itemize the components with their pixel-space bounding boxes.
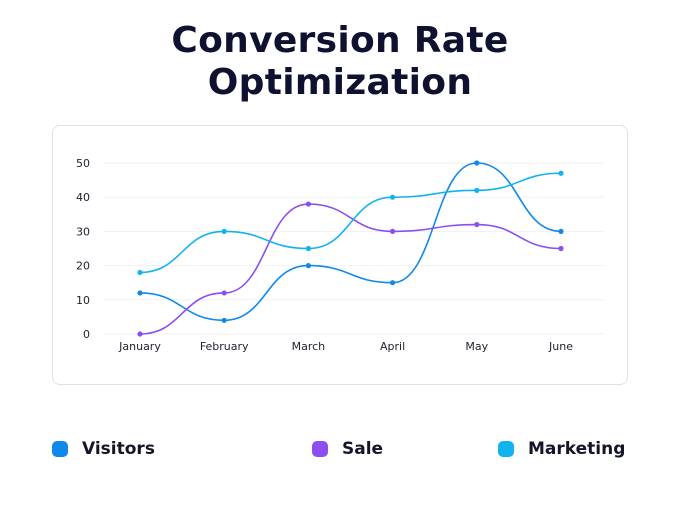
data-point-visitors — [305, 263, 311, 269]
x-tick-label: February — [200, 340, 249, 353]
data-point-sale — [305, 201, 311, 207]
series-line-marketing — [139, 172, 562, 274]
data-point-sale — [474, 221, 480, 228]
series-line-sale — [139, 203, 562, 335]
y-axis-ticks: 0 10 20 30 40 50 — [76, 157, 90, 341]
chart-title: Conversion Rate Optimization — [0, 20, 680, 104]
data-point-sale — [558, 245, 564, 252]
chart-title-line-2: Optimization — [207, 62, 473, 103]
data-point-visitors — [474, 160, 480, 166]
series-lines — [139, 162, 562, 335]
grid-lines — [104, 162, 604, 335]
x-tick-label: June — [548, 340, 573, 353]
chart-card — [52, 125, 628, 385]
y-tick-label: 50 — [76, 157, 90, 170]
data-point-sale — [137, 331, 143, 337]
data-point-visitors — [221, 317, 227, 323]
legend-swatch-marketing — [498, 441, 514, 457]
data-point-sale — [390, 228, 396, 234]
legend-item-visitors[interactable]: Visitors — [52, 436, 155, 462]
legend-swatch-sale — [312, 441, 328, 457]
data-point-visitors — [558, 228, 564, 234]
y-tick-label: 40 — [76, 191, 90, 204]
data-point-marketing — [474, 187, 480, 193]
legend-label-visitors: Visitors — [82, 439, 155, 459]
data-point-marketing — [305, 245, 311, 252]
legend-label-marketing: Marketing — [528, 439, 626, 459]
data-point-marketing — [558, 170, 564, 176]
x-tick-label: March — [292, 340, 326, 353]
series-points — [137, 160, 564, 337]
x-tick-label: January — [118, 340, 161, 353]
legend: Visitors Sale Marketing — [0, 436, 680, 462]
data-point-sale — [221, 290, 227, 296]
legend-item-sale[interactable]: Sale — [312, 436, 383, 462]
y-tick-label: 10 — [76, 294, 90, 307]
y-tick-label: 30 — [76, 225, 90, 238]
data-point-visitors — [137, 290, 143, 296]
data-point-visitors — [390, 280, 396, 286]
legend-label-sale: Sale — [342, 439, 384, 459]
legend-item-marketing[interactable]: Marketing — [498, 436, 625, 462]
chart-title-line-1: Conversion Rate — [171, 20, 509, 61]
legend-swatch-visitors — [52, 441, 68, 457]
x-tick-label: April — [380, 340, 405, 353]
data-point-marketing — [390, 194, 396, 200]
x-tick-label: May — [465, 340, 488, 353]
x-axis-ticks: January February March April May June — [118, 340, 573, 353]
y-tick-label: 20 — [76, 260, 90, 273]
data-point-marketing — [221, 228, 227, 234]
data-point-marketing — [137, 269, 143, 276]
y-tick-label: 0 — [83, 328, 90, 341]
